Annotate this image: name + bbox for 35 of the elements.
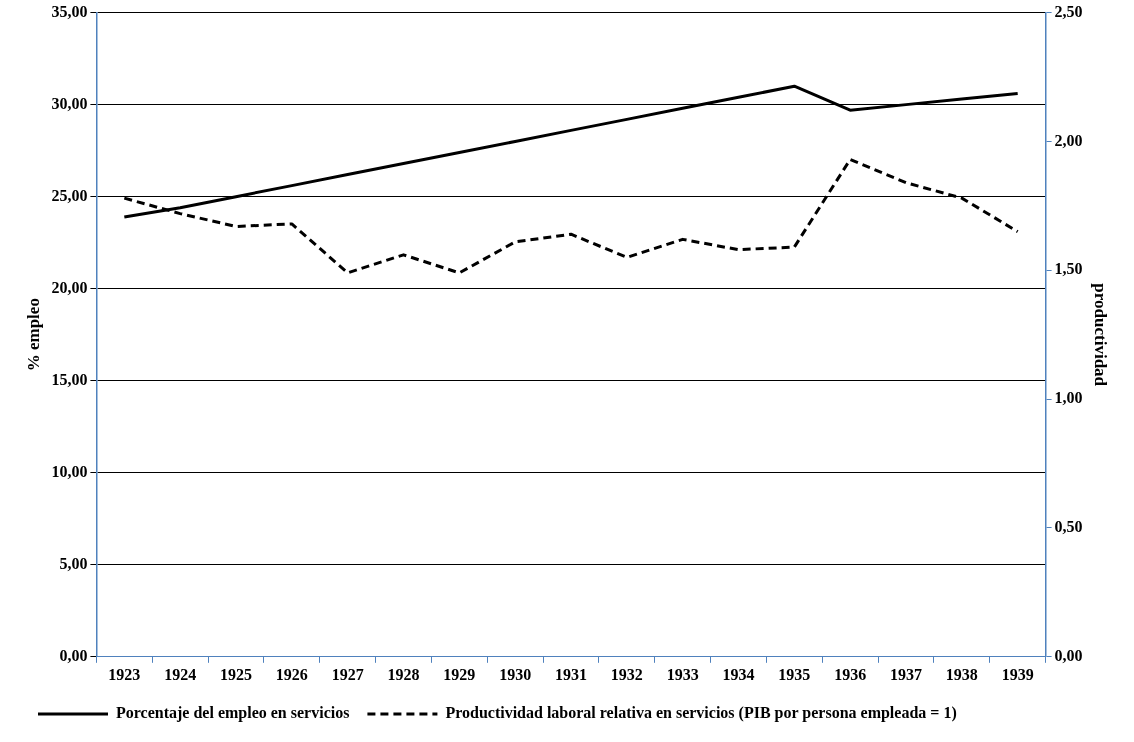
y-axis-title: % empleo — [23, 298, 43, 372]
y-tick-label: 20,00 — [51, 278, 88, 296]
legend-label: Porcentaje del empleo en servicios — [116, 704, 350, 723]
x-tick-label: 1923 — [108, 665, 141, 683]
y-tick-label: 30,00 — [51, 94, 88, 112]
y-tick-label: 35,00 — [51, 2, 88, 20]
y2-tick-label: 2,00 — [1054, 131, 1083, 149]
y2-tick-label: 2,50 — [1054, 2, 1083, 20]
y-tick-label: 25,00 — [51, 186, 88, 204]
x-tick-label: 1929 — [443, 665, 476, 683]
x-tick-label: 1927 — [331, 665, 364, 683]
y2-tick-label: 1,00 — [1054, 389, 1083, 407]
y-tick-label: 0,00 — [59, 646, 88, 664]
y2-tick-label: 0,00 — [1054, 646, 1083, 664]
x-tick-label: 1936 — [834, 665, 867, 683]
y2-tick-label: 1,50 — [1054, 260, 1083, 278]
y2-axis-title: productividad — [1091, 283, 1111, 387]
legend-label: Productividad laboral relativa en servicios (PIB por persona empleada = 1) — [445, 704, 957, 723]
y-tick-label: 15,00 — [51, 370, 88, 388]
x-tick-label: 1930 — [499, 665, 532, 683]
x-tick-label: 1934 — [722, 665, 755, 683]
y2-tick-label: 0,50 — [1054, 518, 1083, 536]
x-tick-label: 1935 — [778, 665, 811, 683]
x-tick-label: 1938 — [945, 665, 978, 683]
y-tick-label: 10,00 — [51, 462, 88, 480]
x-tick-label: 1926 — [275, 665, 308, 683]
x-tick-label: 1939 — [1001, 665, 1034, 683]
x-tick-label: 1933 — [666, 665, 699, 683]
x-tick-label: 1925 — [219, 665, 252, 683]
x-tick-label: 1932 — [610, 665, 643, 683]
x-tick-label: 1937 — [890, 665, 923, 683]
x-tick-label: 1924 — [164, 665, 197, 683]
x-tick-label: 1928 — [387, 665, 420, 683]
y-tick-label: 5,00 — [59, 554, 88, 572]
x-tick-label: 1931 — [555, 665, 587, 683]
